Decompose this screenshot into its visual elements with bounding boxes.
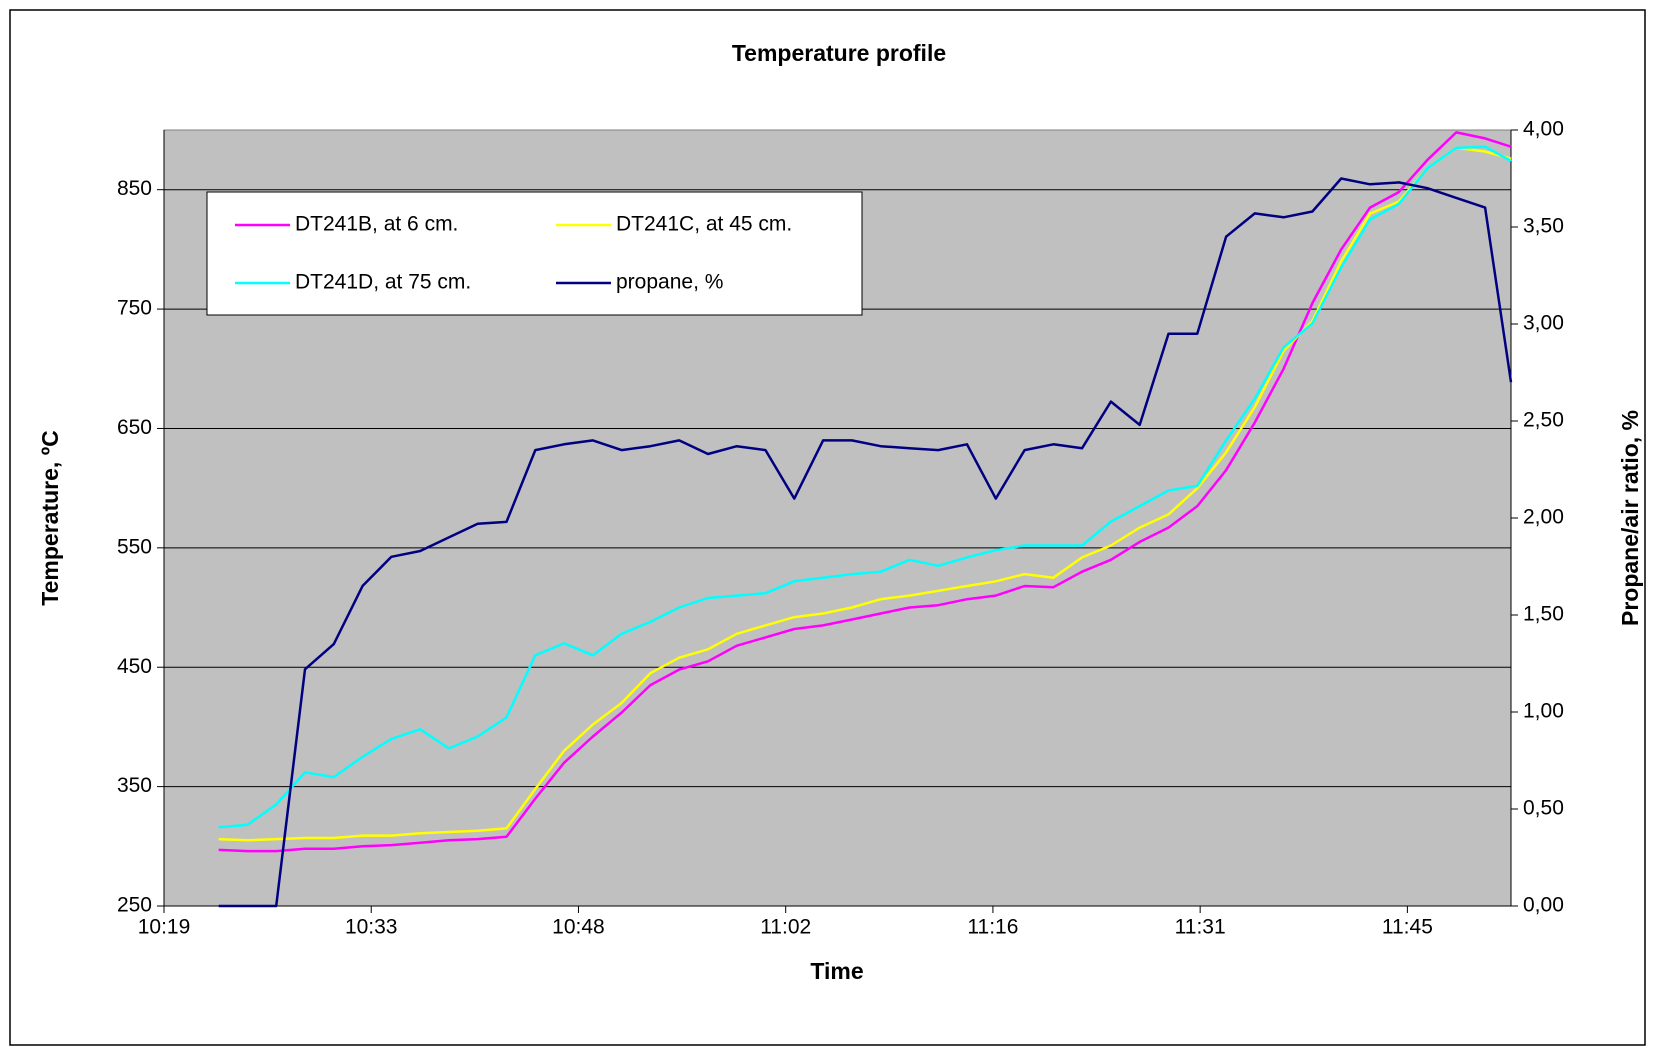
y2-tick-label: 2,50	[1523, 409, 1564, 432]
y-tick-label: 250	[117, 894, 152, 917]
x-tick-label: 10:48	[552, 916, 605, 939]
y-tick-label: 750	[117, 297, 152, 320]
x-tick-label: 10:33	[345, 916, 398, 939]
x-tick-label: 10:19	[138, 916, 191, 939]
legend-label: DT241C, at 45 cm.	[616, 213, 792, 236]
x-tick-label: 11:45	[1382, 916, 1433, 939]
y-tick-label: 650	[117, 416, 152, 439]
legend-label: DT241D, at 75 cm.	[295, 271, 471, 294]
legend-label: DT241B, at 6 cm.	[295, 213, 458, 236]
y2-tick-label: 4,00	[1523, 118, 1564, 141]
x-tick-label: 11:31	[1175, 916, 1226, 939]
x-tick-label: 11:02	[760, 916, 811, 939]
y2-tick-label: 3,00	[1523, 312, 1564, 335]
series-line	[218, 177, 1513, 908]
y-axis-label: Temperature, ºC	[37, 430, 63, 605]
y2-tick-label: 0,00	[1523, 894, 1564, 917]
y2-tick-label: 1,00	[1523, 700, 1564, 723]
legend	[206, 191, 863, 316]
y-tick-label: 450	[117, 655, 152, 678]
x-tick-label: 11:16	[967, 916, 1018, 939]
y-tick-label: 350	[117, 774, 152, 797]
legend-label: propane, %	[616, 271, 723, 294]
y-tick-label: 850	[117, 177, 152, 200]
y2-tick-label: 0,50	[1523, 797, 1564, 820]
x-axis-label: Time	[810, 958, 863, 984]
y2-tick-label: 2,00	[1523, 506, 1564, 529]
y-tick-label: 550	[117, 535, 152, 558]
y2-tick-label: 1,50	[1523, 603, 1564, 626]
y2-tick-label: 3,50	[1523, 215, 1564, 238]
chart-title: Temperature profile	[732, 40, 946, 66]
series-line	[218, 145, 1512, 829]
y2-axis-label: Propane/air ratio, %	[1617, 410, 1643, 626]
